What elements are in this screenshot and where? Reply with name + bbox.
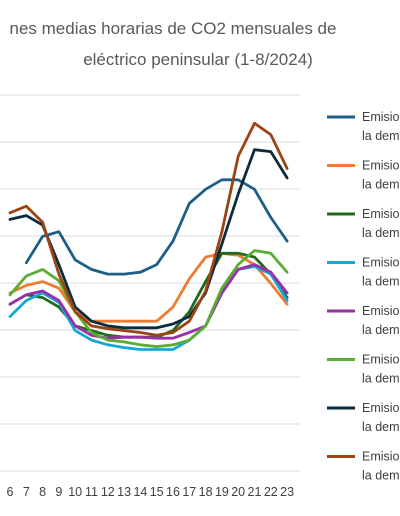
x-tick-label: 7 [23,485,30,499]
x-tick-label: 23 [280,485,294,499]
legend-label-4: Emisio [362,256,400,270]
x-tick-label: 14 [133,485,147,499]
x-tick-label: 12 [101,485,115,499]
legend-label-2: Emisio [362,159,400,173]
legend-label-6-line2: la dem [362,372,400,386]
x-tick-label: 22 [264,485,278,499]
x-tick-label: 17 [182,485,196,499]
series-line-8 [8,121,289,337]
x-tick-label: 10 [68,485,82,499]
legend-label-6: Emisio [362,353,400,367]
chart-title-line1: nes medias horarias de CO2 mensuales de [10,19,337,38]
x-tick-label: 11 [85,485,98,499]
gridlines [0,94,300,472]
x-axis-ticks: 6 7 8 9 10 11 12 13 14 15 16 17 18 19 20 21 22 23 [7,485,295,499]
x-tick-label: 18 [199,485,213,499]
legend-label-2-line2: la dem [362,178,400,192]
legend-label-7: Emisio [362,401,400,415]
legend-label-8: Emisio [362,450,400,464]
x-tick-label: 21 [248,485,262,499]
x-tick-label: 15 [150,485,164,499]
legend-label-5: Emisio [362,304,400,318]
x-tick-label: 9 [55,485,62,499]
legend-label-1-line2: la dem [362,129,400,143]
x-tick-label: 19 [215,485,229,499]
legend: Emisio la dem Emisio la dem Emisio la dem Emis… [327,110,400,483]
series-line-2 [8,251,289,323]
legend-label-1: Emisio [362,110,400,124]
chart-title-line2: eléctrico peninsular (1-8/2024) [83,50,313,69]
x-tick-label: 20 [231,485,245,499]
x-tick-label: 16 [166,485,180,499]
series-lines [8,121,289,351]
legend-label-4-line2: la dem [362,275,400,289]
x-tick-label: 6 [7,485,14,499]
legend-label-8-line2: la dem [362,469,400,483]
series-line-5 [8,263,289,340]
legend-label-7-line2: la dem [362,420,400,434]
series-line-6 [8,249,289,348]
legend-label-3-line2: la dem [362,226,400,240]
x-tick-label: 8 [39,485,46,499]
x-tick-label: 13 [117,485,131,499]
legend-label-5-line2: la dem [362,323,400,337]
legend-label-3: Emisio [362,207,400,221]
series-line-7 [8,148,289,330]
